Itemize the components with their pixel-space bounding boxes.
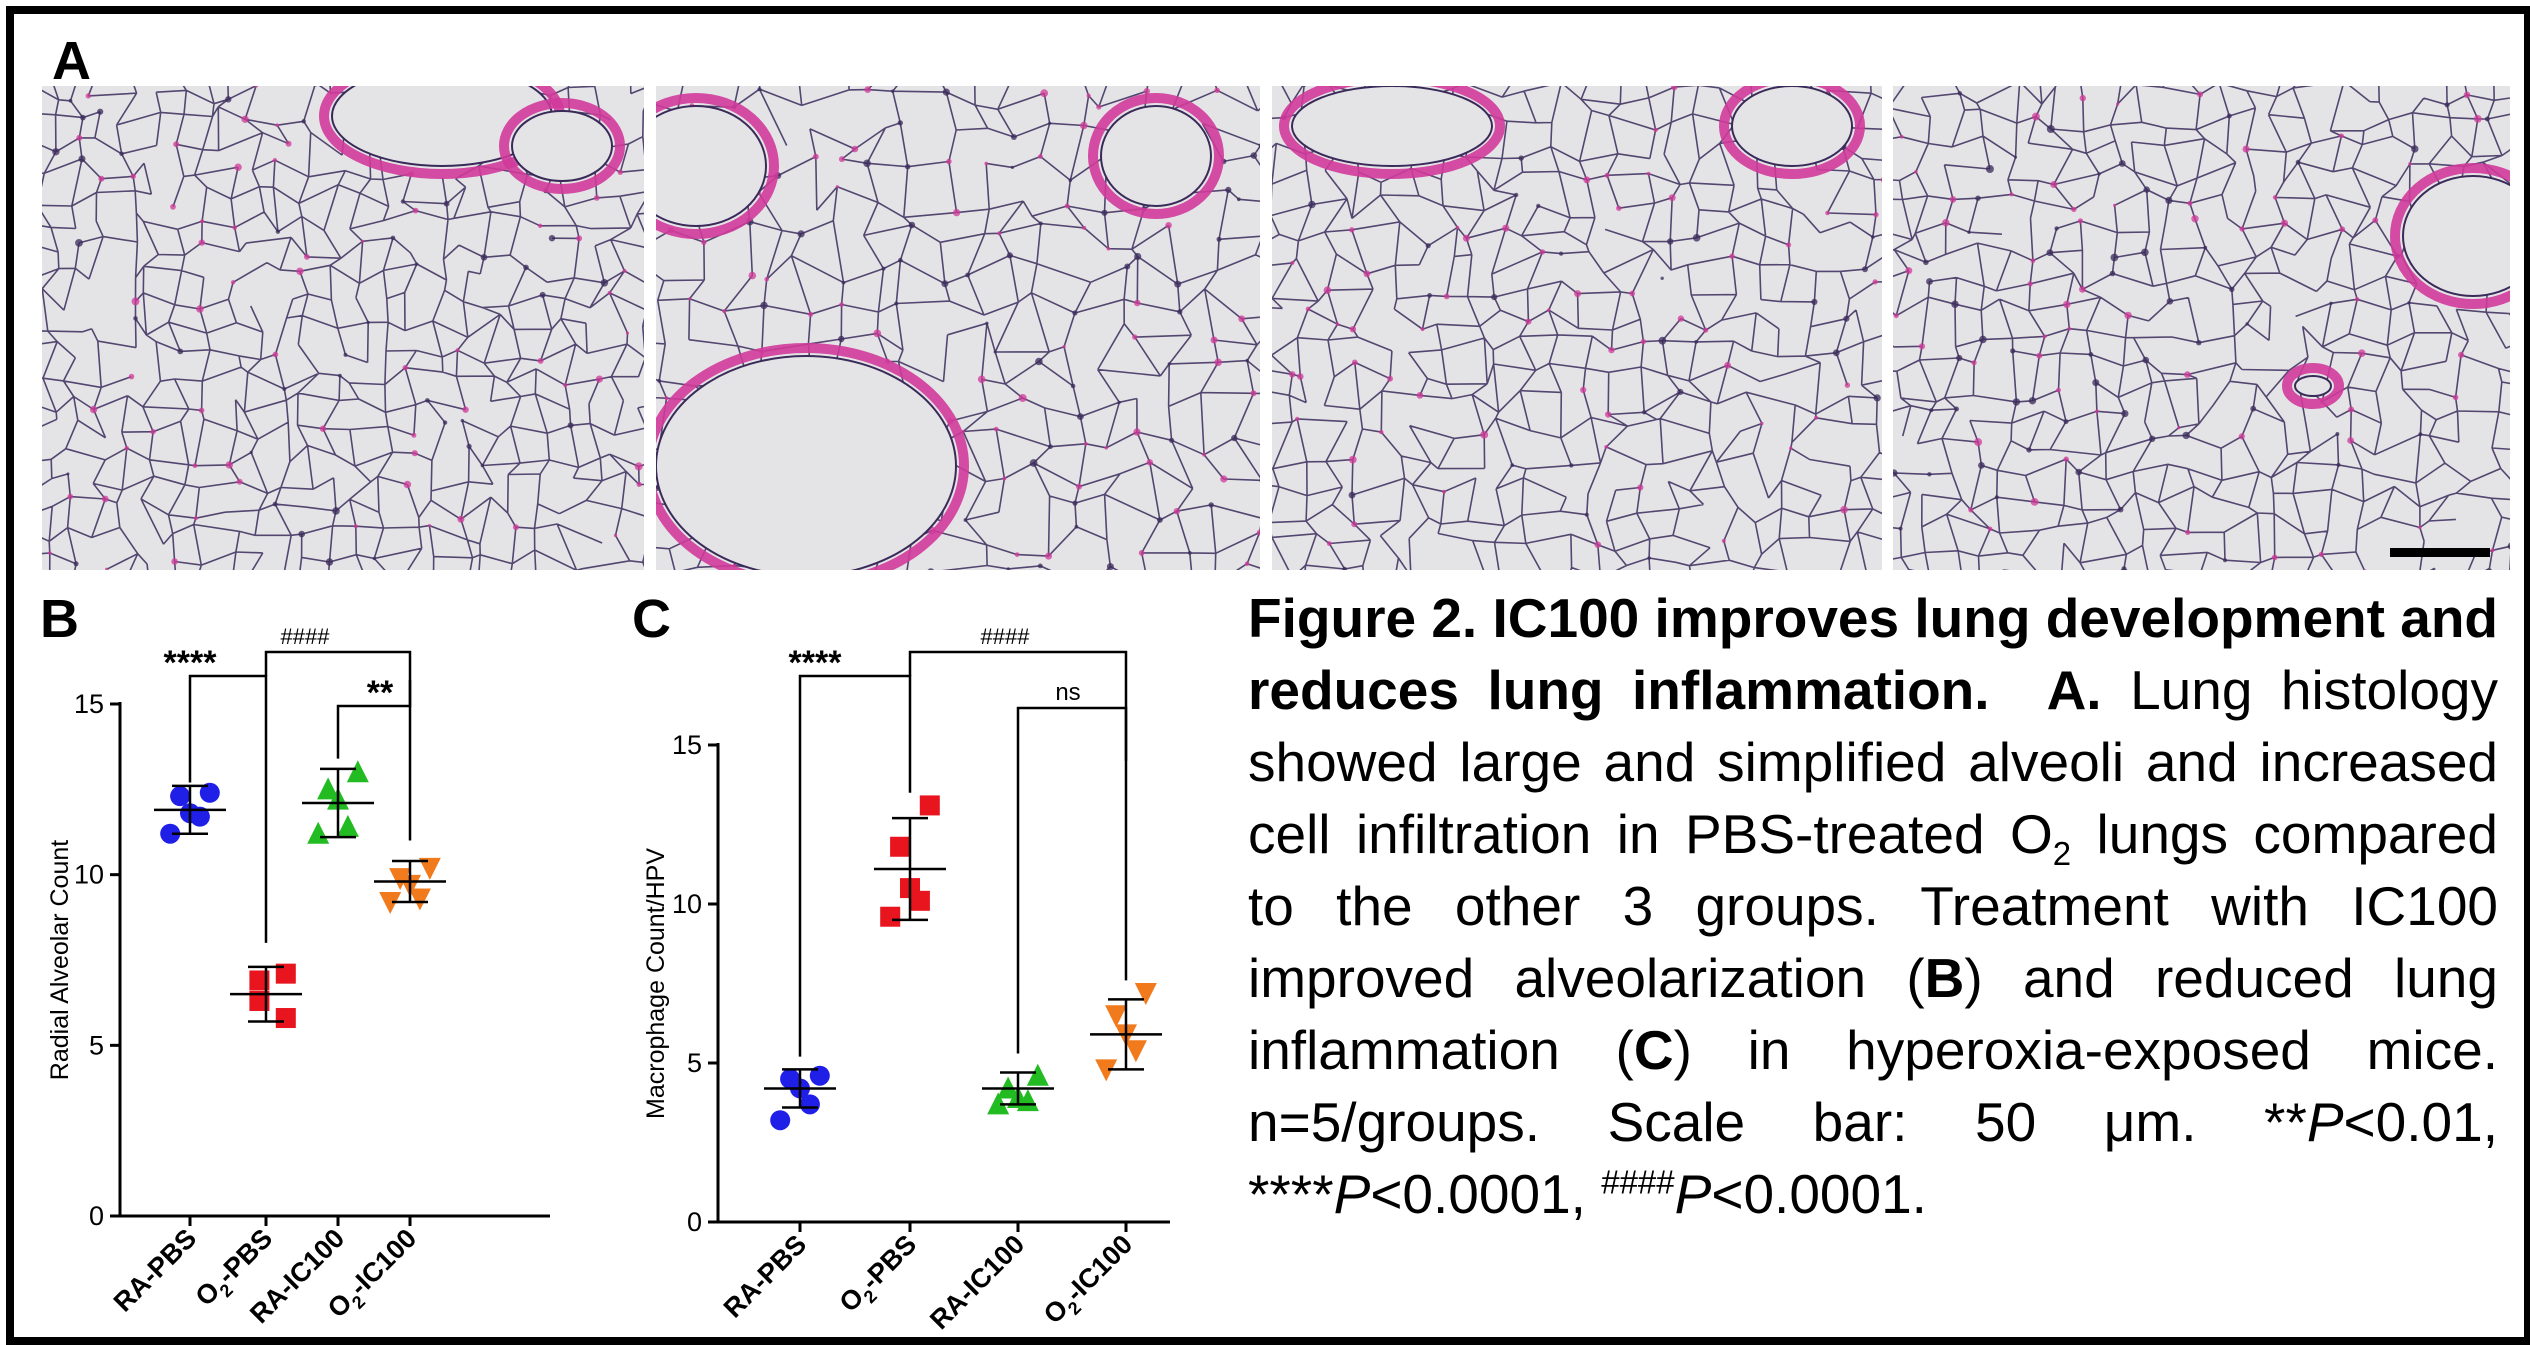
caption-c-ref: C — [1634, 1019, 1674, 1081]
caption-p-2: P — [1334, 1163, 1371, 1225]
y-tick-label: 5 — [89, 1030, 104, 1060]
data-point-o2-ic100 — [409, 889, 431, 911]
data-point-o2-ic100 — [1105, 1005, 1127, 1027]
data-point-o2-ic100 — [1135, 983, 1157, 1005]
data-point-o2-pbs — [880, 907, 900, 927]
significance-bracket — [1018, 708, 1126, 1053]
y-axis-label: Macrophage Count/HPV — [642, 848, 670, 1119]
data-point-o2-pbs — [910, 891, 930, 911]
histology-image-o2-ic100 — [1893, 86, 2510, 570]
caption-o2-subscript: 2 — [2053, 835, 2071, 872]
histology-tissue-3 — [1272, 86, 1882, 570]
figure-caption: Figure 2. IC100 improves lung developmen… — [1248, 582, 2498, 1302]
data-point-ra-pbs — [770, 1110, 790, 1130]
significance-label: ns — [1055, 679, 1080, 706]
caption-p-3: P — [1675, 1163, 1712, 1225]
data-point-o2-pbs — [890, 837, 910, 857]
histology-image-o2-pbs — [656, 86, 1260, 570]
significance-label: **** — [789, 644, 843, 682]
y-tick-label: 15 — [74, 689, 104, 719]
caption-p-1: P — [2307, 1091, 2344, 1153]
y-tick-label: 5 — [687, 1048, 702, 1078]
caption-a-ref: A. — [2047, 659, 2102, 721]
y-tick-label: 10 — [74, 860, 104, 890]
y-tick-label: 10 — [672, 889, 702, 919]
data-point-o2-ic100 — [1125, 1040, 1147, 1062]
histology-tissue-4 — [1893, 86, 2510, 570]
y-axis-label: Radial Alveolar Count — [46, 840, 74, 1080]
caption-b-ref: B — [1925, 947, 1965, 1009]
data-point-ra-ic100 — [1027, 1064, 1049, 1086]
data-point-ra-pbs — [170, 786, 190, 806]
data-point-o2-pbs — [276, 1008, 296, 1028]
y-tick-label: 15 — [672, 730, 702, 760]
data-point-ra-ic100 — [347, 760, 369, 782]
significance-bracket — [800, 676, 910, 1057]
histology-image-ra-pbs — [42, 86, 644, 570]
scale-bar — [2390, 548, 2490, 557]
y-tick-label: 0 — [89, 1201, 104, 1231]
histology-tissue-2 — [656, 86, 1260, 570]
significance-label: ** — [367, 674, 394, 712]
panel-a-label: A — [52, 34, 91, 88]
histology-tissue-1 — [42, 86, 644, 570]
caption-text-6: <0.0001, — [1370, 1163, 1601, 1225]
significance-label: #### — [281, 624, 331, 649]
data-point-ra-ic100 — [307, 822, 329, 844]
caption-text-7: <0.0001. — [1711, 1163, 1927, 1225]
y-tick-label: 0 — [687, 1207, 702, 1237]
caption-hash-superscript: #### — [1601, 1164, 1674, 1201]
significance-label: #### — [981, 624, 1031, 649]
data-point-ra-ic100 — [337, 815, 359, 837]
data-point-ra-pbs — [800, 1094, 820, 1114]
significance-label: **** — [164, 644, 218, 682]
histology-image-ra-ic100 — [1272, 86, 1882, 570]
data-point-o2-pbs — [920, 795, 940, 815]
